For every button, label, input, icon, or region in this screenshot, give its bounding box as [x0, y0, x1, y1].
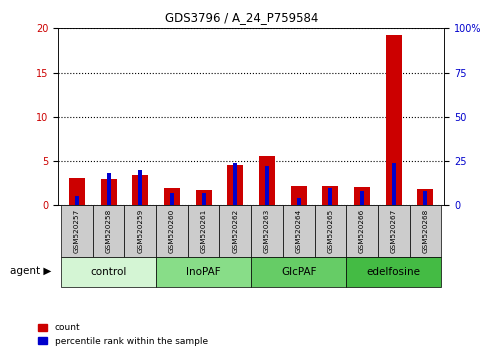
- Bar: [188, 205, 219, 257]
- Bar: [251, 257, 346, 287]
- Text: GSM520268: GSM520268: [422, 209, 428, 253]
- Text: GSM520260: GSM520260: [169, 209, 175, 253]
- Text: edelfosine: edelfosine: [367, 267, 421, 277]
- Bar: [297, 198, 300, 205]
- Bar: [265, 166, 269, 205]
- Bar: [314, 205, 346, 257]
- Text: GSM520261: GSM520261: [200, 209, 207, 253]
- Text: GSM520257: GSM520257: [74, 209, 80, 253]
- Bar: [259, 156, 275, 205]
- Bar: [75, 196, 79, 205]
- Bar: [386, 35, 401, 205]
- Bar: [424, 191, 427, 205]
- Text: GSM520258: GSM520258: [106, 209, 112, 253]
- Legend: count, percentile rank within the sample: count, percentile rank within the sample: [38, 324, 208, 346]
- Text: GSM520262: GSM520262: [232, 209, 238, 253]
- Bar: [170, 193, 174, 205]
- Bar: [219, 205, 251, 257]
- Text: GDS3796 / A_24_P759584: GDS3796 / A_24_P759584: [165, 11, 318, 24]
- Bar: [346, 205, 378, 257]
- Bar: [156, 257, 251, 287]
- Bar: [323, 186, 338, 205]
- Text: GSM520264: GSM520264: [296, 209, 302, 253]
- Text: agent ▶: agent ▶: [10, 266, 51, 276]
- Bar: [328, 188, 332, 205]
- Bar: [417, 188, 433, 205]
- Bar: [61, 257, 156, 287]
- Bar: [61, 205, 93, 257]
- Bar: [360, 191, 364, 205]
- Bar: [107, 173, 111, 205]
- Bar: [354, 187, 370, 205]
- Bar: [93, 205, 125, 257]
- Text: GSM520265: GSM520265: [327, 209, 333, 253]
- Bar: [125, 205, 156, 257]
- Bar: [69, 178, 85, 205]
- Bar: [291, 186, 307, 205]
- Bar: [196, 190, 212, 205]
- Text: GSM520263: GSM520263: [264, 209, 270, 253]
- Text: control: control: [90, 267, 127, 277]
- Bar: [283, 205, 314, 257]
- Text: GSM520267: GSM520267: [391, 209, 397, 253]
- Bar: [202, 193, 206, 205]
- Text: GlcPAF: GlcPAF: [281, 267, 316, 277]
- Bar: [139, 170, 142, 205]
- Bar: [132, 175, 148, 205]
- Text: GSM520259: GSM520259: [137, 209, 143, 253]
- Bar: [378, 205, 410, 257]
- Bar: [156, 205, 188, 257]
- Bar: [392, 163, 396, 205]
- Text: GSM520266: GSM520266: [359, 209, 365, 253]
- Bar: [346, 257, 441, 287]
- Text: InoPAF: InoPAF: [186, 267, 221, 277]
- Bar: [251, 205, 283, 257]
- Bar: [233, 163, 237, 205]
- Bar: [227, 166, 243, 205]
- Bar: [410, 205, 441, 257]
- Bar: [164, 188, 180, 205]
- Bar: [101, 179, 116, 205]
